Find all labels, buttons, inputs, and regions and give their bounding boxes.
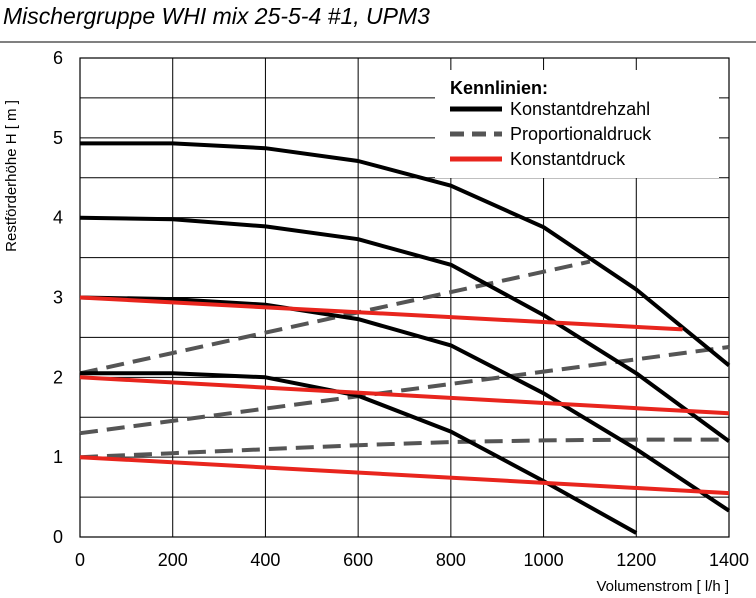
y-tick-label: 1 [53, 447, 63, 467]
series-line-konstantdrehzahl-1 [80, 141, 731, 367]
x-tick-label: 1400 [709, 550, 749, 570]
series-line-proportionaldruck-2 [79, 345, 730, 436]
y-tick-label: 5 [53, 128, 63, 148]
x-tick-labels: 0 200 400 600 800 1000 1200 1400 [75, 550, 749, 570]
y-tick-label: 2 [53, 367, 63, 387]
series-line-konstantdruck-3 [79, 455, 730, 496]
y-tick-label: 3 [53, 288, 63, 308]
x-tick-label: 0 [75, 550, 85, 570]
series-line-konstantdrehzahl-3 [79, 295, 731, 513]
x-tick-label: 1200 [616, 550, 656, 570]
y-tick-label: 0 [53, 527, 63, 547]
legend-label: Proportionaldruck [510, 124, 652, 144]
x-tick-label: 600 [343, 550, 373, 570]
legend-label: Konstantdrehzahl [510, 99, 650, 119]
legend-title: Kennlinien: [450, 78, 548, 98]
legend-label: Konstantdruck [510, 149, 626, 169]
chart-title: Mischergruppe WHI mix 25-5-4 #1, UPM3 [3, 3, 430, 29]
y-tick-label: 4 [53, 208, 63, 228]
x-tick-label: 1000 [524, 550, 564, 570]
series-line-konstantdrehzahl-2 [79, 215, 731, 443]
x-axis-label: Volumenstrom [ l/h ] [596, 578, 729, 595]
series-line-konstantdruck-2 [79, 375, 730, 416]
legend: Konstantdrehzahl Proportionaldruck Konstan… [450, 99, 652, 169]
series-layer [79, 141, 731, 535]
series-line-konstantdruck-1 [79, 295, 683, 332]
x-tick-label: 400 [250, 550, 280, 570]
x-tick-label: 800 [436, 550, 466, 570]
y-tick-labels: 0 1 2 3 4 5 6 [53, 48, 63, 547]
x-tick-label: 200 [158, 550, 188, 570]
y-tick-label: 6 [53, 48, 63, 68]
y-axis-label: Restförderhöhe H [ m ] [3, 100, 20, 252]
